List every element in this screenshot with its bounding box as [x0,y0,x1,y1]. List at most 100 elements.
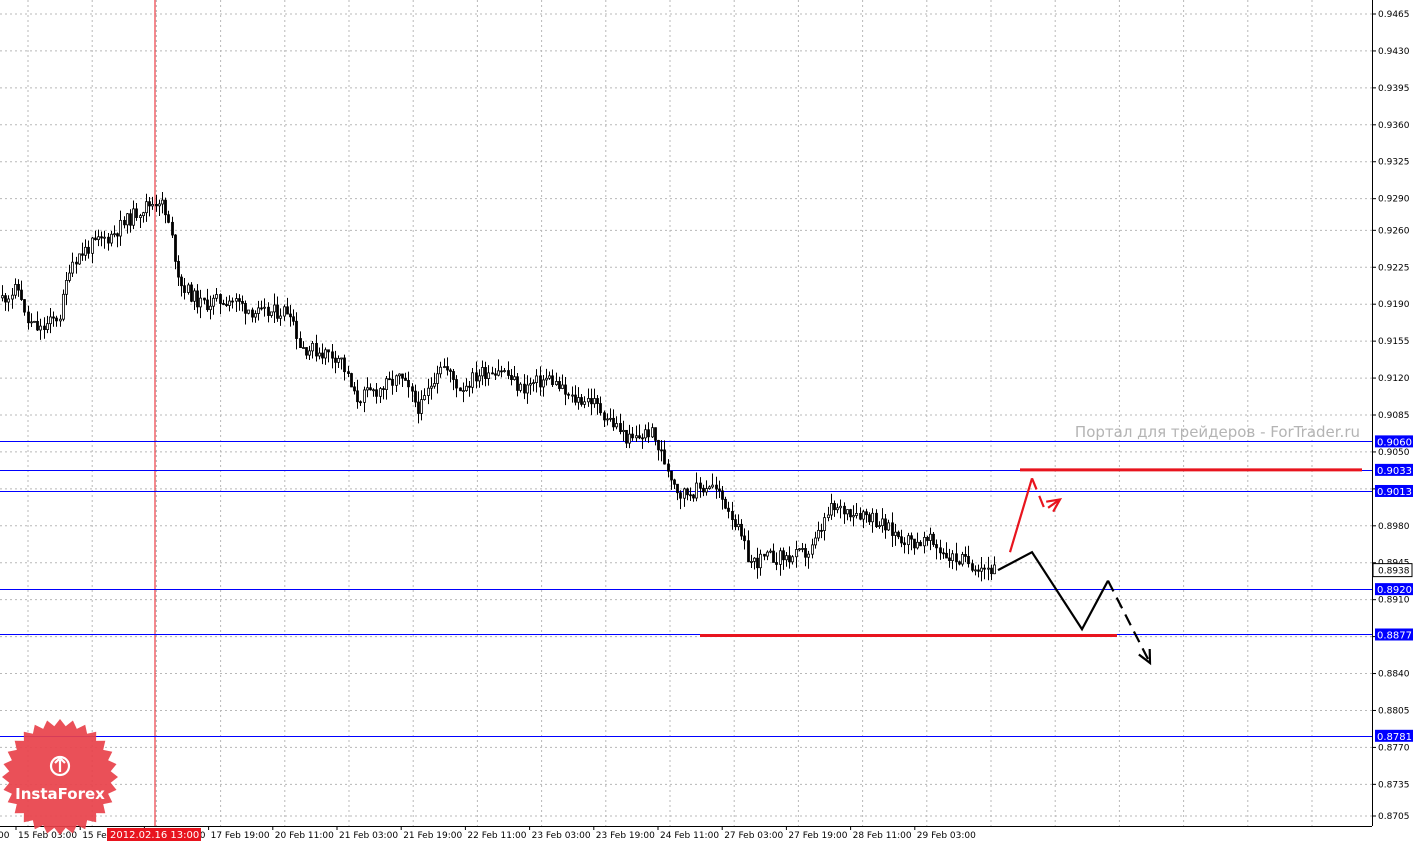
candle-body [820,529,823,532]
candle-body [203,297,206,301]
candle-body [555,381,558,386]
candle-body [193,290,196,302]
candle-body [155,204,158,207]
candle-body [727,507,730,512]
candle-body [897,531,900,538]
candle-body [183,285,186,293]
candle-body [545,377,548,381]
candle-body [260,307,263,310]
candle-body [641,437,644,440]
candle-body [366,387,369,391]
candle-body [372,389,375,392]
candle-body [535,375,538,384]
candle-body [270,311,273,316]
candle-body [705,488,708,493]
x-tick-label: 22 Feb 11:00 [467,831,526,841]
candle-body [129,213,132,226]
y-tick-label: 0.9190 [1378,300,1410,310]
x-tick-label: 21 Feb 19:00 [403,831,462,841]
x-tick-label: 20 Feb 11:00 [275,831,334,841]
candle-body [507,370,510,376]
candle-body [561,384,564,389]
candle-body [225,303,228,306]
candle-body [516,376,519,391]
candle-body [868,514,871,523]
candle-body [337,358,340,363]
candle-body [558,381,561,389]
y-tick-label: 0.8770 [1378,743,1410,753]
x-tick-label: 28 Feb 11:00 [853,831,912,841]
logo-text: InstaForex [15,785,105,803]
candle-body [852,515,855,518]
candle-body [759,553,762,569]
candle-body [830,503,833,516]
candle-body [468,385,471,388]
candle-body [151,204,154,207]
candle-body [254,313,257,318]
candle-body [836,507,839,511]
x-tick-label: 23 Feb 19:00 [596,831,655,841]
y-tick-label: 0.8980 [1378,522,1410,532]
x-tick-label: 15 Feb 03:00 [18,831,77,841]
candle-body [964,554,967,557]
x-tick-label: 27 Feb 03:00 [724,831,783,841]
candle-body [871,512,874,523]
candle-body [462,390,465,392]
candle-body [599,403,602,414]
arrow-head [1046,497,1063,513]
candle-body [651,427,654,438]
candle-body [603,412,606,421]
candle-body [222,303,225,305]
y-tick-label: 0.9325 [1378,158,1410,168]
candle-body [414,390,417,403]
y-tick-label: 0.9085 [1378,411,1410,421]
level-label-box [1375,435,1413,448]
candle-body [267,306,270,316]
candle-body [596,398,599,404]
candle-body [167,214,170,223]
candle-body [817,529,820,539]
candle-body [951,553,954,562]
chart-grid [0,0,1372,826]
candle-body [20,289,23,300]
candle-body [660,449,663,452]
candle-body [251,309,254,318]
candle-body [619,423,622,433]
x-tick-label: 24 Feb 11:00 [660,831,719,841]
candle-body [567,393,570,396]
candle-body [148,201,151,207]
candle-body [823,517,826,531]
level-label-box [1375,484,1413,497]
candle-body [481,367,484,377]
candle-body [478,375,481,382]
candle-body [827,514,830,519]
candle-body [580,397,583,405]
candle-body [135,208,138,218]
candle-body [542,379,545,388]
candle-body [497,370,500,376]
candle-body [235,298,238,302]
candle-body [52,316,55,319]
candle-body [347,371,350,374]
candle-body [519,383,522,391]
candle-body [116,233,119,237]
candle-body [436,373,439,384]
candle-body [174,234,177,262]
candle-body [81,253,84,256]
candle-body [699,482,702,489]
level-label-box [1375,729,1413,742]
candle-body [331,351,334,359]
candle-body [846,509,849,515]
candle-body [967,555,970,565]
candle-body [503,370,506,372]
candle-body [734,519,737,528]
candle-body [977,569,980,572]
candle-body [935,544,938,549]
candle-body [209,305,212,311]
candle-body [814,537,817,546]
candle-body [199,297,202,308]
logo-emblem-icon [49,755,71,777]
candle-body [929,533,932,541]
candle-body [145,201,148,214]
candle-body [987,567,990,570]
